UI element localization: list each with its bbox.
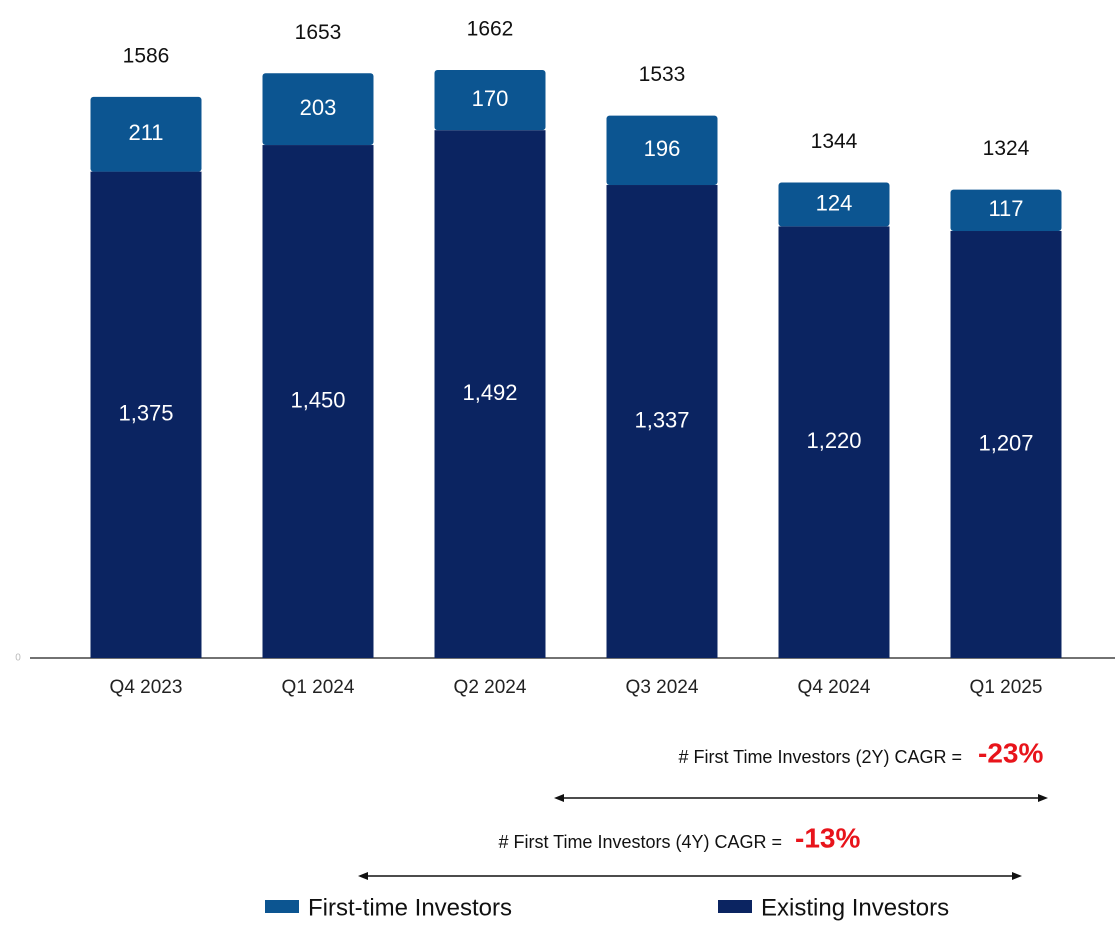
data-label: 211 xyxy=(128,120,163,145)
annotation: # First Time Investors (2Y) CAGR = xyxy=(678,747,962,767)
data-label: 1,207 xyxy=(978,430,1033,455)
x-tick-label: Q4 2024 xyxy=(798,677,871,698)
bar-segment xyxy=(778,226,890,658)
data-label: 196 xyxy=(644,136,681,161)
data-label: 1,220 xyxy=(806,428,861,453)
data-label: 1,337 xyxy=(634,407,689,432)
bar-segment xyxy=(606,185,718,658)
bar-segment xyxy=(434,130,546,659)
total-label: 1533 xyxy=(639,63,686,86)
data-label: 117 xyxy=(988,196,1023,221)
bar-segment xyxy=(434,70,546,131)
x-tick-label: Q1 2025 xyxy=(970,677,1043,698)
legend-label: Existing Investors xyxy=(761,894,949,921)
total-label: 1662 xyxy=(467,18,514,41)
arrow xyxy=(554,794,1048,802)
total-label: 1344 xyxy=(811,130,858,153)
x-tick-label: Q1 2024 xyxy=(282,677,355,698)
annotation: # First Time Investors (4Y) CAGR = xyxy=(498,832,782,852)
legend-swatch xyxy=(265,900,299,913)
arrow xyxy=(358,872,1022,880)
bar-segment xyxy=(90,96,202,172)
data-label: 1,375 xyxy=(118,401,173,426)
bar-segment xyxy=(950,189,1062,232)
total-label: 1653 xyxy=(295,21,342,44)
bar-segment xyxy=(90,171,202,659)
annotation-value: -13% xyxy=(795,822,860,853)
data-label: 203 xyxy=(300,95,337,120)
bar-segment xyxy=(778,182,890,227)
bar-segment xyxy=(262,145,374,658)
x-tick-label: Q2 2024 xyxy=(454,677,527,698)
total-label: 1586 xyxy=(123,44,170,67)
legend-label: First-time Investors xyxy=(308,894,512,921)
y-tick-label: 0 xyxy=(15,653,21,664)
bar-segment xyxy=(606,115,718,186)
x-tick-label: Q4 2023 xyxy=(110,677,183,698)
bar-segment xyxy=(950,231,1062,659)
x-tick-label: Q3 2024 xyxy=(626,677,699,698)
data-label: 170 xyxy=(472,86,509,111)
data-label: 1,450 xyxy=(290,387,345,412)
legend-swatch xyxy=(718,900,752,913)
data-label: 124 xyxy=(816,190,853,215)
total-label: 1324 xyxy=(983,137,1030,160)
bar-segment xyxy=(262,73,374,146)
data-label: 1,492 xyxy=(462,380,517,405)
annotation-value: -23% xyxy=(978,737,1043,768)
